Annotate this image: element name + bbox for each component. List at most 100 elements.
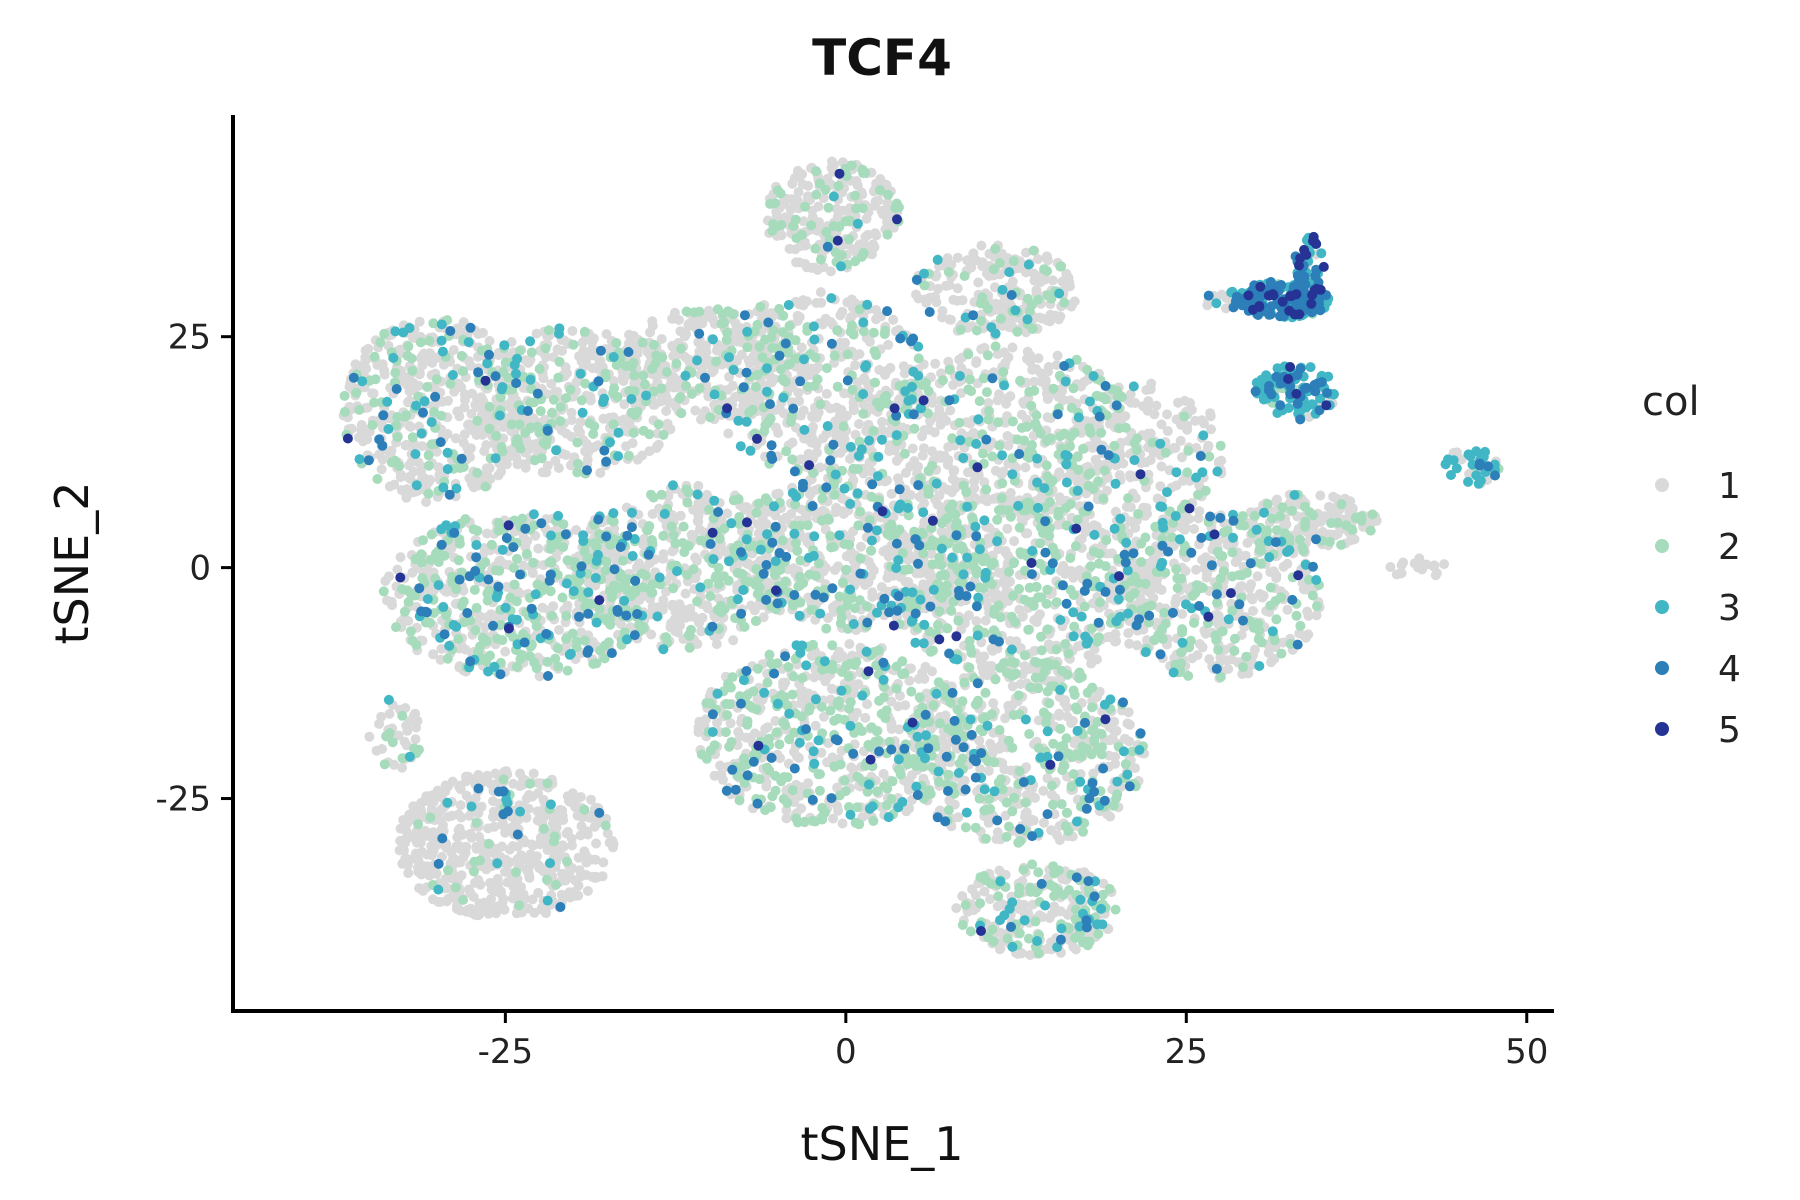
scatter-point: [1000, 417, 1011, 428]
scatter-point: [723, 428, 734, 439]
scatter-point: [990, 465, 1001, 476]
scatter-point: [828, 813, 839, 824]
scatter-point: [598, 413, 609, 424]
scatter-point: [893, 395, 904, 406]
scatter-point: [798, 405, 809, 416]
scatter-point: [692, 516, 703, 526]
scatter-point: [424, 585, 435, 596]
scatter-point: [498, 422, 509, 432]
scatter-point: [1026, 814, 1037, 825]
scatter-point: [450, 433, 461, 444]
scatter-point: [900, 700, 911, 711]
scatter-point: [580, 446, 591, 457]
scatter-point: [1162, 409, 1173, 420]
scatter-point: [1002, 393, 1013, 404]
scatter-point: [1173, 397, 1183, 408]
scatter-point: [585, 391, 596, 402]
scatter-point: [567, 326, 578, 336]
scatter-point: [952, 283, 963, 294]
scatter-point: [1118, 458, 1129, 469]
scatter-point: [448, 345, 459, 355]
scatter-point: [844, 639, 855, 649]
scatter-point: [1191, 564, 1202, 575]
scatter-point: [1046, 789, 1057, 800]
scatter-point: [632, 345, 643, 356]
scatter-point: [1063, 272, 1074, 283]
scatter-point: [771, 211, 782, 222]
scatter-point: [771, 422, 781, 433]
scatter-point: [885, 362, 896, 373]
scatter-point: [694, 617, 705, 628]
scatter-point: [825, 266, 836, 277]
scatter-point: [803, 448, 814, 459]
scatter-point: [459, 429, 470, 440]
scatter-point: [384, 481, 395, 492]
scatter-point: [1155, 481, 1166, 492]
scatter-point: [1102, 632, 1113, 643]
scatter-point: [1028, 268, 1039, 279]
scatter-point: [998, 466, 1009, 477]
scatter-point: [762, 722, 773, 733]
scatter-point: [693, 315, 703, 326]
scatter-point: [500, 646, 511, 657]
scatter-point: [1204, 654, 1215, 665]
scatter-point: [1170, 443, 1181, 453]
scatter-point: [470, 399, 481, 410]
scatter-point: [1060, 568, 1071, 579]
scatter-point: [1107, 733, 1118, 744]
scatter-point: [368, 388, 379, 399]
scatter-point: [442, 429, 453, 439]
scatter-point: [1345, 535, 1356, 546]
scatter-point: [560, 641, 571, 652]
scatter-point: [658, 553, 668, 564]
scatter-point: [414, 316, 425, 327]
scatter-point: [661, 406, 672, 416]
scatter-point: [791, 257, 802, 268]
scatter-point: [520, 462, 531, 473]
scatter-point: [374, 449, 385, 460]
scatter-point: [1066, 718, 1077, 729]
scatter-point: [786, 194, 797, 205]
scatter-point: [883, 339, 894, 350]
scatter-point: [1324, 501, 1334, 512]
scatter-point: [580, 334, 591, 345]
scatter-point: [884, 215, 895, 225]
scatter-point: [459, 402, 470, 413]
scatter-point: [813, 407, 824, 418]
scatter-point: [983, 398, 994, 408]
scatter-point: [871, 230, 882, 241]
scatter-point: [496, 466, 506, 477]
scatter-point: [800, 240, 811, 251]
scatter-point: [707, 313, 718, 324]
scatter-point: [888, 314, 899, 325]
scatter-point: [907, 443, 918, 454]
scatter-point: [575, 417, 586, 427]
scatter-point: [878, 768, 889, 779]
scatter-point: [608, 412, 619, 423]
scatter-point: [703, 305, 714, 316]
scatter-point: [1033, 254, 1043, 265]
scatter-point: [862, 699, 873, 710]
scatter-point: [743, 355, 754, 366]
scatter-point: [1282, 604, 1293, 615]
scatter-point: [983, 817, 994, 828]
scatter-point: [1124, 719, 1135, 730]
scatter-point: [670, 606, 681, 617]
scatter-point: [683, 318, 694, 329]
scatter-point: [465, 360, 476, 371]
scatter-point: [581, 351, 592, 362]
scatter-point: [854, 419, 864, 429]
scatter-point: [1123, 707, 1134, 718]
scatter-point: [1200, 628, 1211, 639]
scatter-point: [1007, 342, 1018, 353]
scatter-point: [1203, 440, 1214, 451]
scatter-point: [684, 609, 695, 620]
scatter-point: [453, 378, 464, 389]
scatter-point: [839, 434, 850, 445]
scatter-point: [808, 421, 818, 432]
scatter-point: [1079, 376, 1090, 387]
scatter-points: [338, 156, 1504, 960]
scatter-point: [971, 616, 982, 627]
scatter-point: [1213, 457, 1224, 467]
scatter-point: [667, 313, 678, 324]
